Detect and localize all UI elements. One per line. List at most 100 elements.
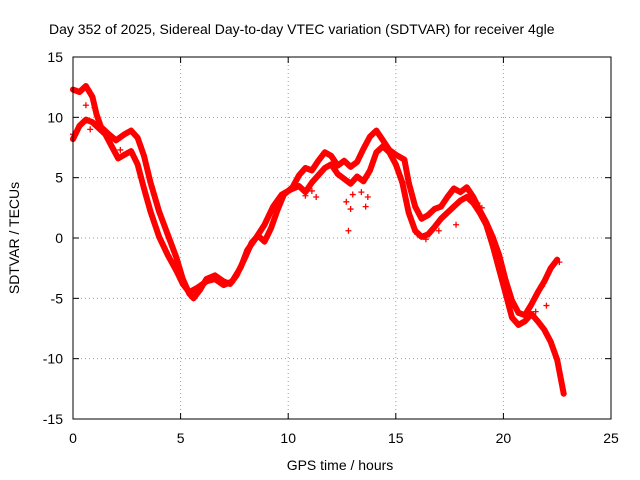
data-marker bbox=[509, 314, 516, 321]
y-axis-label: SDTVAR / TECUs bbox=[6, 182, 22, 294]
data-marker bbox=[147, 179, 154, 186]
data-marker bbox=[347, 163, 354, 170]
x-axis-label: GPS time / hours bbox=[287, 457, 394, 473]
series-dips bbox=[70, 102, 563, 315]
data-marker bbox=[220, 282, 227, 289]
data-marker bbox=[91, 104, 98, 111]
data-marker bbox=[173, 267, 180, 274]
data-marker bbox=[474, 200, 481, 207]
data-marker bbox=[450, 203, 457, 210]
data-marker bbox=[345, 227, 352, 234]
data-marker bbox=[476, 209, 483, 216]
y-tick-label: -10 bbox=[43, 351, 63, 367]
data-marker bbox=[341, 175, 348, 182]
data-marker bbox=[117, 146, 124, 153]
y-tick-label: 10 bbox=[47, 109, 63, 125]
data-marker bbox=[489, 242, 496, 249]
data-marker bbox=[541, 326, 548, 333]
data-marker bbox=[534, 318, 541, 325]
data-marker bbox=[341, 157, 348, 164]
data-marker bbox=[252, 235, 259, 241]
data-marker bbox=[435, 227, 442, 234]
data-marker bbox=[115, 155, 122, 162]
y-tick-label: 15 bbox=[47, 49, 63, 65]
data-marker bbox=[134, 161, 141, 168]
data-marker bbox=[554, 356, 561, 363]
data-marker bbox=[128, 148, 135, 155]
data-marker bbox=[244, 247, 251, 254]
data-marker bbox=[399, 179, 406, 186]
data-marker bbox=[237, 263, 244, 270]
data-marker bbox=[302, 165, 309, 172]
data-marker bbox=[76, 122, 83, 129]
data-marker bbox=[128, 127, 135, 134]
data-marker bbox=[366, 167, 373, 174]
data-marker bbox=[362, 203, 369, 210]
y-tick-label: 5 bbox=[55, 170, 63, 186]
data-marker bbox=[194, 284, 201, 291]
data-marker bbox=[95, 125, 102, 132]
data-marker bbox=[457, 189, 464, 196]
data-marker bbox=[556, 259, 563, 266]
data-marker bbox=[543, 302, 550, 309]
data-marker bbox=[528, 311, 535, 318]
data-marker bbox=[412, 203, 419, 210]
data-marker bbox=[379, 143, 386, 150]
data-marker bbox=[401, 156, 408, 163]
data-marker bbox=[82, 82, 89, 89]
data-marker bbox=[261, 221, 268, 228]
data-marker bbox=[349, 191, 356, 198]
data-marker bbox=[414, 231, 421, 238]
data-marker bbox=[295, 172, 302, 179]
data-marker bbox=[82, 102, 89, 109]
data-marker bbox=[302, 192, 309, 199]
data-marker bbox=[87, 126, 94, 133]
data-marker bbox=[450, 185, 457, 192]
data-marker bbox=[392, 161, 399, 168]
data-marker bbox=[444, 209, 451, 216]
x-tick-label: 5 bbox=[177, 430, 185, 446]
data-marker bbox=[203, 278, 210, 285]
data-marker bbox=[502, 290, 509, 297]
data-marker bbox=[229, 278, 236, 285]
data-marker bbox=[186, 289, 193, 296]
axis-ticks: 0 5 10 15 20 25 -15 -10 -5 0 5 10 15 bbox=[43, 49, 619, 446]
data-marker bbox=[156, 233, 163, 240]
data-marker bbox=[308, 187, 315, 194]
data-marker bbox=[360, 178, 367, 185]
data-marker bbox=[483, 221, 490, 228]
data-marker bbox=[267, 225, 274, 232]
data-marker bbox=[121, 131, 128, 138]
y-tick-label: -15 bbox=[43, 411, 63, 427]
data-marker bbox=[444, 193, 451, 200]
data-marker bbox=[515, 309, 522, 316]
data-marker bbox=[528, 301, 535, 308]
y-tick-label: 0 bbox=[55, 230, 63, 246]
data-marker bbox=[315, 172, 322, 179]
data-marker bbox=[373, 149, 380, 156]
data-marker bbox=[147, 208, 154, 215]
data-marker bbox=[295, 183, 302, 190]
data-marker bbox=[412, 227, 419, 234]
data-points bbox=[70, 82, 567, 397]
data-marker bbox=[347, 206, 354, 213]
data-marker bbox=[179, 280, 186, 287]
data-marker bbox=[334, 171, 341, 178]
data-marker bbox=[373, 127, 380, 134]
x-tick-label: 10 bbox=[280, 430, 296, 446]
data-marker bbox=[560, 390, 567, 397]
data-marker bbox=[418, 233, 425, 240]
data-marker bbox=[431, 206, 438, 213]
data-marker bbox=[463, 193, 470, 200]
data-marker bbox=[347, 180, 354, 187]
data-marker bbox=[164, 251, 171, 258]
data-marker bbox=[164, 231, 171, 238]
data-marker bbox=[437, 215, 444, 222]
data-marker bbox=[212, 276, 219, 283]
data-marker bbox=[364, 193, 371, 200]
data-marker bbox=[156, 208, 163, 215]
data-marker bbox=[343, 198, 350, 205]
data-marker bbox=[366, 133, 373, 140]
data-marker bbox=[379, 137, 386, 144]
